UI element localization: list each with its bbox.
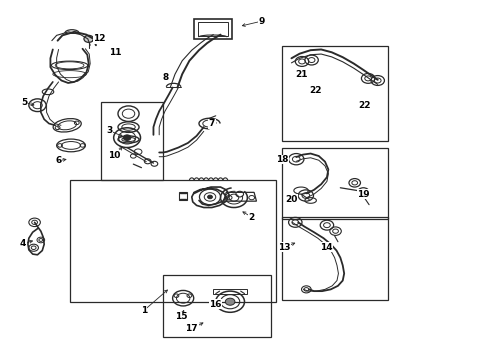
Text: 10: 10: [108, 151, 120, 160]
Text: 19: 19: [356, 190, 369, 199]
Text: 3: 3: [106, 126, 112, 135]
Text: 16: 16: [209, 300, 222, 309]
Bar: [281, 148, 387, 219]
Circle shape: [207, 195, 212, 199]
Circle shape: [123, 135, 131, 140]
Bar: [197, 22, 228, 36]
Bar: [163, 275, 270, 337]
Bar: [213, 289, 246, 294]
Bar: [194, 19, 231, 39]
Text: 12: 12: [93, 34, 106, 43]
Text: 2: 2: [248, 212, 254, 221]
Bar: [179, 192, 187, 201]
Bar: [281, 217, 387, 300]
Text: 20: 20: [285, 195, 297, 204]
Bar: [101, 102, 163, 180]
Text: 14: 14: [319, 243, 332, 252]
Circle shape: [225, 298, 234, 305]
Text: 17: 17: [185, 324, 198, 333]
Text: 5: 5: [21, 98, 27, 107]
Text: 22: 22: [357, 102, 370, 111]
Text: 15: 15: [175, 312, 187, 321]
Text: 4: 4: [20, 239, 26, 248]
Text: 6: 6: [55, 156, 61, 165]
Bar: [281, 46, 387, 141]
Circle shape: [84, 35, 93, 42]
Text: 1: 1: [141, 306, 147, 315]
Text: 11: 11: [109, 49, 121, 58]
Text: 8: 8: [163, 73, 169, 82]
Text: 21: 21: [294, 70, 306, 79]
Text: 9: 9: [258, 17, 264, 26]
Text: 22: 22: [308, 86, 321, 95]
Text: 7: 7: [208, 119, 215, 128]
Text: 13: 13: [278, 243, 290, 252]
Text: 18: 18: [275, 155, 287, 164]
Bar: [69, 180, 275, 302]
